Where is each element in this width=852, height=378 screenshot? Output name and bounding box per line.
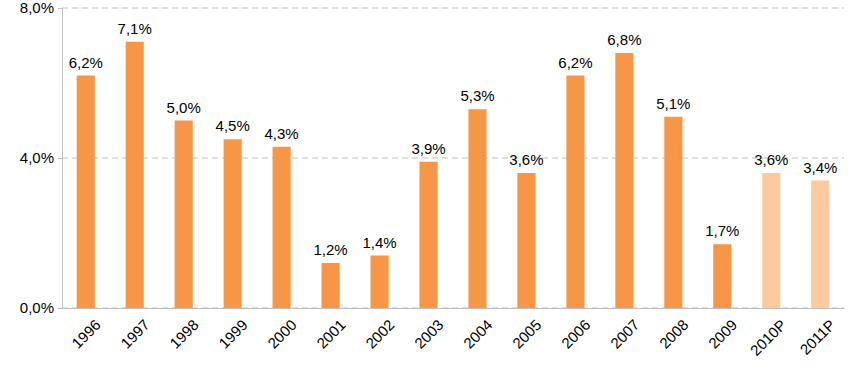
x-tick-label: 2008 (656, 316, 692, 352)
x-tick: 1998 (166, 308, 202, 352)
bar (322, 263, 340, 308)
bar (126, 42, 144, 308)
data-label: 1,7% (705, 222, 739, 239)
x-tick: 1996 (68, 308, 104, 352)
bar (762, 173, 780, 308)
x-tick-label: 2009 (705, 316, 741, 352)
y-tick-label: 0,0% (20, 299, 54, 316)
x-tick: 2010P (747, 308, 790, 359)
data-label: 5,1% (656, 95, 690, 112)
bars (77, 42, 830, 308)
bar (615, 53, 633, 308)
x-tick-label: 2003 (411, 316, 447, 352)
grid (62, 8, 844, 308)
x-tick: 2004 (460, 308, 496, 352)
data-labels: 6,2% 7,1% 5,0% 4,5% 4,3% 1,2% 1,4% 3,9% 5,3% 3,6%… (69, 20, 838, 258)
data-label: 1,4% (362, 234, 396, 251)
bar (811, 181, 829, 309)
x-tick: 2000 (264, 308, 300, 352)
x-axis-line (63, 308, 845, 309)
x-tick: 2002 (362, 308, 398, 352)
x-tick-label: 2002 (362, 316, 398, 352)
y-axis: 0,0% 4,0% 8,0% (20, 0, 63, 316)
data-label: 6,2% (558, 54, 592, 71)
data-label: 5,3% (460, 87, 494, 104)
x-tick-label: 2005 (509, 316, 545, 352)
y-axis-line (58, 9, 63, 309)
y-tick: 4,0% (20, 149, 62, 166)
bar (419, 162, 437, 308)
x-tick: 1997 (117, 308, 153, 352)
data-label: 5,0% (167, 99, 201, 116)
x-tick-label: 2000 (264, 316, 300, 352)
y-tick-mark (58, 8, 62, 9)
bar (224, 139, 242, 308)
bar (370, 256, 388, 309)
x-tick-label: 1998 (166, 316, 202, 352)
x-tick: 2006 (558, 308, 594, 352)
bar (273, 147, 291, 308)
x-tick-label: 1996 (68, 316, 104, 352)
plot: 0,0% 4,0% 8,0% 1996 1997 1998 1999 2000 2001 2002… (20, 0, 845, 359)
y-tick-label: 8,0% (20, 0, 54, 16)
x-tick: 2007 (607, 308, 643, 352)
data-label: 7,1% (118, 20, 152, 37)
x-tick: 2001 (313, 308, 349, 352)
bar (664, 117, 682, 308)
y-tick-mark (58, 308, 62, 309)
bar (713, 244, 731, 308)
chart: 0,0% 4,0% 8,0% 1996 1997 1998 1999 2000 2001 2002… (0, 0, 852, 378)
x-tick-label: 2007 (607, 316, 643, 352)
data-label: 1,2% (313, 241, 347, 258)
data-label: 3,6% (509, 151, 543, 168)
x-tick-label: 2001 (313, 316, 349, 352)
data-label: 4,5% (216, 117, 250, 134)
bar (468, 109, 486, 308)
data-label: 3,6% (754, 151, 788, 168)
y-tick: 0,0% (20, 299, 62, 316)
y-tick-label: 4,0% (20, 149, 54, 166)
x-tick: 2009 (705, 308, 741, 352)
bar (566, 76, 584, 309)
data-label: 3,9% (411, 140, 445, 157)
bar (77, 76, 95, 309)
x-tick-label: 2010P (747, 316, 790, 359)
data-label: 3,4% (803, 159, 837, 176)
x-tick-label: 1999 (215, 316, 251, 352)
y-tick: 8,0% (20, 0, 62, 16)
data-label: 6,2% (69, 54, 103, 71)
x-tick-label: 2006 (558, 316, 594, 352)
x-tick-label: 2011P (796, 316, 838, 358)
data-label: 4,3% (265, 125, 299, 142)
bar (175, 121, 193, 309)
x-tick: 2011P (796, 308, 838, 358)
bar (517, 173, 535, 308)
data-label: 6,8% (607, 31, 641, 48)
grid-line (62, 7, 844, 8)
x-tick-label: 2004 (460, 316, 496, 352)
x-tick: 1999 (215, 308, 251, 352)
x-tick: 2008 (656, 308, 692, 352)
x-tick-label: 1997 (117, 316, 153, 352)
x-axis: 1996 1997 1998 1999 2000 2001 2002 2003 2004 2005… (63, 308, 845, 359)
y-tick-mark (58, 158, 62, 159)
x-tick: 2005 (509, 308, 545, 352)
x-tick: 2003 (411, 308, 447, 352)
